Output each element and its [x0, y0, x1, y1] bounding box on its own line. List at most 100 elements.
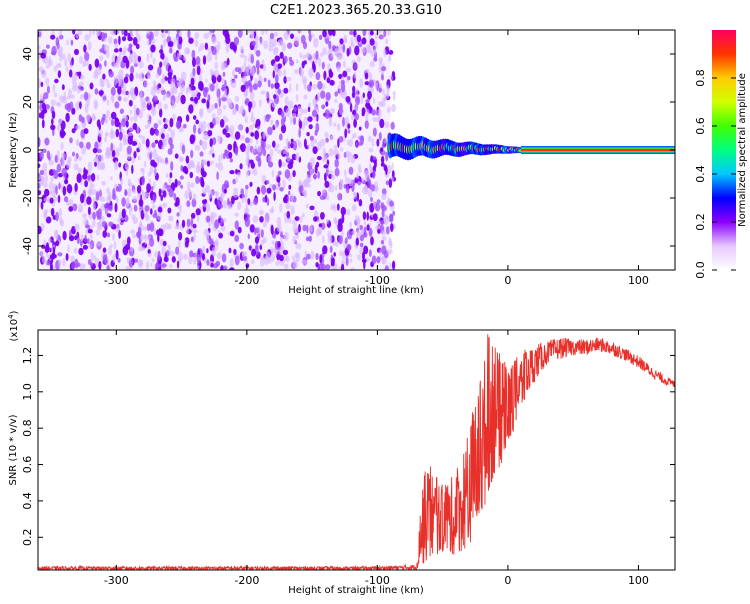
noise-speckle	[276, 224, 282, 233]
noise-speckle	[388, 237, 392, 247]
noise-speckle	[232, 107, 237, 115]
noise-speckle	[245, 184, 249, 190]
noise-speckle	[72, 85, 77, 92]
noise-speckle	[103, 203, 109, 210]
noise-speckle	[82, 263, 86, 269]
noise-speckle	[270, 119, 274, 125]
noise-speckle	[113, 38, 118, 45]
noise-speckle	[188, 104, 194, 114]
noise-speckle	[291, 219, 298, 225]
noise-speckle	[200, 176, 204, 184]
noise-speckle	[196, 265, 200, 270]
noise-speckle	[187, 181, 191, 192]
noise-speckle	[344, 37, 348, 43]
noise-speckle	[109, 244, 113, 249]
noise-speckle	[148, 115, 152, 122]
noise-speckle	[274, 88, 279, 95]
noise-speckle	[244, 217, 251, 228]
noise-speckle	[281, 162, 287, 167]
noise-speckle	[344, 237, 348, 245]
noise-speckle	[301, 212, 305, 219]
noise-speckle	[201, 140, 208, 151]
noise-speckle	[273, 31, 279, 37]
noise-speckle	[271, 206, 275, 213]
noise-speckle	[192, 223, 197, 229]
noise-speckle	[115, 196, 119, 204]
noise-speckle	[50, 124, 56, 131]
noise-speckle	[381, 236, 387, 241]
noise-speckle	[154, 263, 159, 270]
colorbar: 0.0 0.2 0.4 0.6 0.8	[694, 30, 736, 279]
noise-speckle	[72, 30, 76, 35]
noise-speckle	[368, 162, 372, 170]
noise-speckle	[286, 77, 292, 82]
noise-speckle	[123, 30, 128, 37]
noise-speckle	[153, 167, 157, 177]
noise-speckle	[243, 71, 247, 78]
noise-speckle	[51, 118, 54, 126]
noise-speckle	[372, 200, 376, 209]
noise-speckle	[265, 219, 270, 224]
noise-speckle	[121, 50, 126, 56]
noise-speckle	[283, 31, 289, 40]
noise-speckle	[168, 223, 172, 230]
noise-speckle	[277, 170, 282, 176]
noise-speckle	[263, 255, 270, 266]
noise-speckle	[307, 143, 310, 150]
noise-speckle	[103, 44, 110, 53]
noise-speckle	[154, 139, 159, 144]
noise-speckle	[96, 148, 103, 154]
noise-speckle	[203, 32, 209, 40]
noise-speckle	[140, 91, 143, 102]
noise-speckle	[206, 99, 210, 110]
noise-speckle	[60, 142, 64, 151]
noise-speckle	[254, 227, 257, 235]
top-y-tick-label: 40	[21, 47, 34, 61]
noise-speckle	[291, 112, 297, 119]
noise-speckle	[45, 77, 50, 86]
noise-speckle	[101, 161, 105, 171]
noise-speckle	[43, 239, 47, 246]
noise-speckle	[180, 126, 184, 132]
noise-speckle	[96, 174, 100, 181]
noise-speckle	[194, 32, 200, 39]
noise-speckle	[65, 253, 69, 261]
noise-speckle	[312, 60, 315, 71]
noise-speckle	[316, 92, 321, 102]
noise-speckle	[355, 237, 359, 246]
noise-speckle	[324, 131, 329, 138]
noise-speckle	[71, 261, 75, 270]
noise-speckle	[317, 190, 322, 197]
noise-speckle	[217, 40, 221, 51]
noise-speckle	[66, 184, 73, 194]
noise-speckle	[265, 30, 268, 35]
noise-speckle	[328, 70, 334, 78]
noise-speckle	[322, 147, 327, 157]
noise-speckle	[83, 218, 89, 226]
noise-speckle	[288, 184, 292, 190]
noise-speckle	[328, 30, 334, 36]
noise-speckle	[389, 200, 394, 207]
noise-speckle	[224, 88, 228, 98]
noise-speckle	[320, 212, 325, 220]
noise-speckle	[121, 36, 127, 42]
noise-speckle	[371, 255, 377, 265]
noise-speckle	[133, 151, 137, 159]
noise-speckle	[38, 78, 42, 89]
noise-speckle	[322, 30, 327, 38]
bottom-y-tick-label: 1.2	[21, 347, 34, 365]
noise-speckle	[95, 30, 101, 37]
noise-speckle	[164, 157, 169, 164]
noise-speckle	[389, 75, 393, 81]
noise-speckle	[159, 49, 164, 54]
noise-speckle	[59, 34, 64, 40]
noise-speckle	[383, 48, 387, 58]
noise-speckle	[110, 176, 113, 181]
noise-speckle	[228, 151, 233, 159]
noise-speckle	[302, 224, 307, 232]
noise-speckle	[129, 72, 134, 82]
noise-speckle	[249, 124, 254, 131]
bottom-axis-ticks: -300 -200 -100 0 100 0.2 0.4 0.6 0.8 1.0 1.2	[21, 330, 675, 587]
noise-speckle	[168, 215, 171, 221]
noise-speckle	[141, 175, 145, 186]
